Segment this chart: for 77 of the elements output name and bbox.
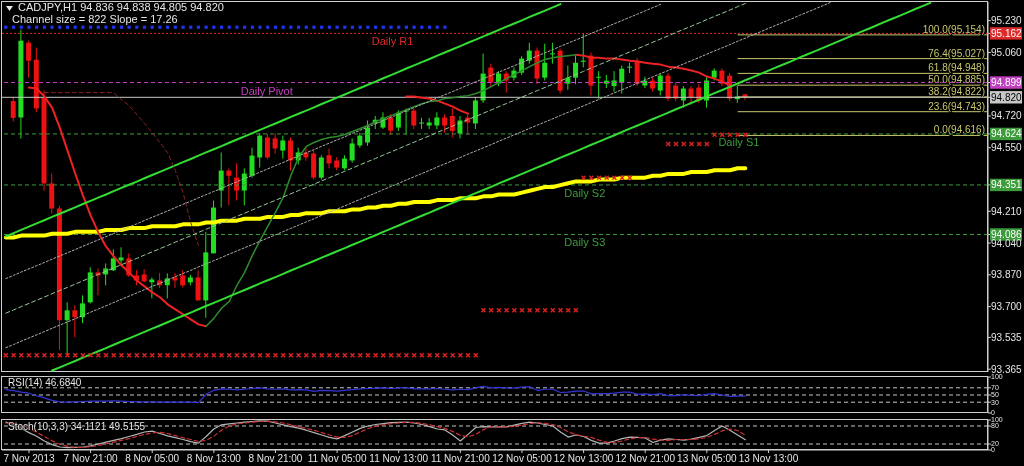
- candlestick: [318, 154, 324, 181]
- candlestick: [573, 55, 579, 85]
- x-tick-label: 11 Nov 05:00: [307, 453, 367, 465]
- ref-line-label: Daily Pivot: [240, 84, 293, 97]
- candlestick: [226, 167, 232, 206]
- candlestick: [395, 109, 401, 132]
- ref-line-label: Daily S1: [718, 135, 760, 148]
- candlestick: [619, 65, 625, 95]
- candlestick: [257, 133, 263, 169]
- line-series: [3, 166, 748, 240]
- candlestick: [195, 269, 201, 301]
- candlestick: [626, 62, 632, 74]
- x-tick-label: 8 Nov 21:00: [248, 453, 303, 465]
- candlestick: [657, 72, 663, 96]
- ref-line-label: 50.0(94.885): [928, 74, 985, 86]
- candlestick: [434, 111, 440, 130]
- line-series: [5, 3, 662, 280]
- y-tick-label: 94.720: [991, 110, 1023, 122]
- line-series: [4, 3, 562, 238]
- x-tick-label: 13 Nov 13:00: [738, 453, 799, 465]
- candlestick: [249, 147, 255, 179]
- candlestick: [442, 113, 448, 134]
- candlestick: [449, 108, 455, 138]
- candlestick: [272, 133, 278, 155]
- ref-line-label: 0.0(94.616): [933, 124, 985, 136]
- x-tick-label: 12 Nov 05:00: [492, 453, 553, 465]
- ref-line-label: 100.0(95.154): [922, 23, 985, 35]
- candlestick: [365, 119, 371, 147]
- y-tick-label: 94.550: [991, 142, 1023, 154]
- y-tick-label: 93.700: [991, 301, 1023, 313]
- y-tick-label: 93.535: [991, 331, 1023, 343]
- y-tick-label: 93.870: [991, 269, 1023, 281]
- ref-line-label: Daily S3: [564, 236, 606, 249]
- ref-line-label: 76.4(95.027): [928, 47, 985, 59]
- candlestick: [411, 108, 417, 130]
- candlestick: [288, 136, 294, 172]
- line-series: [5, 2, 831, 349]
- y-tick-label: 94.210: [991, 205, 1023, 217]
- candlestick: [80, 294, 86, 324]
- candlestick: [10, 96, 16, 123]
- x-tick-label: 13 Nov 05:00: [677, 453, 738, 465]
- ref-line-label: 23.6(94.743): [928, 100, 985, 112]
- candlestick: [349, 137, 355, 164]
- candlestick: [673, 81, 679, 102]
- ref-line-label: Daily R1: [371, 35, 414, 48]
- candlestick: [26, 40, 32, 79]
- x-tick-label: 12 Nov 21:00: [615, 453, 676, 465]
- chart-title: CADJPY,H1 94.836 94.838 94.805 94.820: [18, 1, 224, 13]
- line-series: [5, 3, 746, 314]
- chart-title: RSI(14) 46.6840: [8, 377, 82, 389]
- candlestick: [72, 304, 78, 338]
- x-tick-label: 8 Nov 05:00: [125, 453, 180, 465]
- x-tick-label: 7 Nov 21:00: [63, 453, 118, 465]
- x-tick-label: 8 Nov 13:00: [186, 453, 242, 465]
- ref-line-label: 38.2(94.822): [928, 85, 985, 97]
- candlestick: [280, 135, 286, 160]
- candlestick: [472, 96, 478, 130]
- y-tick-label: 93.365: [991, 363, 1023, 375]
- ref-line-label: 61.8(94.948): [928, 62, 985, 74]
- candlestick: [596, 70, 602, 100]
- x-tick-label: 11 Nov 21:00: [430, 453, 491, 465]
- x-tick-label: 12 Nov 13:00: [553, 453, 614, 465]
- candlestick: [549, 42, 555, 65]
- ref-line-label: Daily S2: [564, 186, 606, 199]
- candlestick: [264, 133, 270, 160]
- x-tick-label: 11 Nov 13:00: [369, 453, 429, 465]
- candlestick: [665, 72, 671, 102]
- x-tick-label: 7 Nov 2013: [3, 453, 55, 465]
- candlestick: [418, 117, 424, 130]
- candlestick: [542, 43, 548, 81]
- candlestick: [326, 148, 332, 169]
- candlestick: [118, 246, 124, 266]
- y-tick-label: 95.230: [991, 15, 1023, 27]
- y-tick-label: 95.060: [991, 46, 1023, 58]
- line-series: [43, 92, 199, 246]
- y-tick-label: 94.040: [991, 237, 1023, 249]
- text: Channel size = 822 Slope = 17.26: [12, 13, 178, 25]
